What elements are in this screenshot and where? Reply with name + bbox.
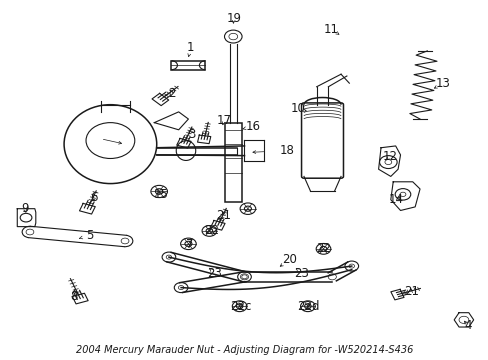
Text: 10: 10 (290, 102, 305, 115)
Text: 23: 23 (294, 267, 309, 280)
Text: 22: 22 (315, 242, 330, 255)
Text: 22c: 22c (229, 300, 251, 313)
Text: 17: 17 (216, 114, 231, 127)
Text: 19: 19 (226, 12, 241, 25)
Text: 3: 3 (188, 127, 195, 141)
Text: 22: 22 (203, 224, 219, 237)
Text: 23: 23 (206, 267, 221, 280)
Text: 9: 9 (21, 202, 29, 215)
Text: 16: 16 (245, 120, 260, 133)
Bar (171, 61, 205, 70)
Text: 1: 1 (187, 41, 194, 54)
Text: 2: 2 (168, 87, 176, 100)
Text: 5: 5 (85, 229, 93, 242)
Bar (224, 123, 242, 202)
Text: 11: 11 (323, 23, 338, 36)
Text: 8: 8 (70, 290, 78, 303)
Text: 2004 Mercury Marauder Nut - Adjusting Diagram for -W520214-S436: 2004 Mercury Marauder Nut - Adjusting Di… (76, 345, 412, 355)
Text: 21: 21 (403, 285, 418, 298)
Text: 22d: 22d (297, 300, 320, 313)
Circle shape (224, 30, 242, 43)
Text: 6: 6 (90, 191, 98, 204)
Text: 4: 4 (463, 319, 470, 332)
Text: 21: 21 (216, 209, 231, 222)
Text: 15: 15 (153, 188, 168, 201)
Text: 7: 7 (186, 238, 193, 251)
Text: 12: 12 (382, 150, 396, 163)
Text: 20: 20 (282, 253, 296, 266)
Text: 13: 13 (435, 77, 450, 90)
Text: 18: 18 (280, 144, 294, 157)
Text: 14: 14 (388, 193, 403, 206)
